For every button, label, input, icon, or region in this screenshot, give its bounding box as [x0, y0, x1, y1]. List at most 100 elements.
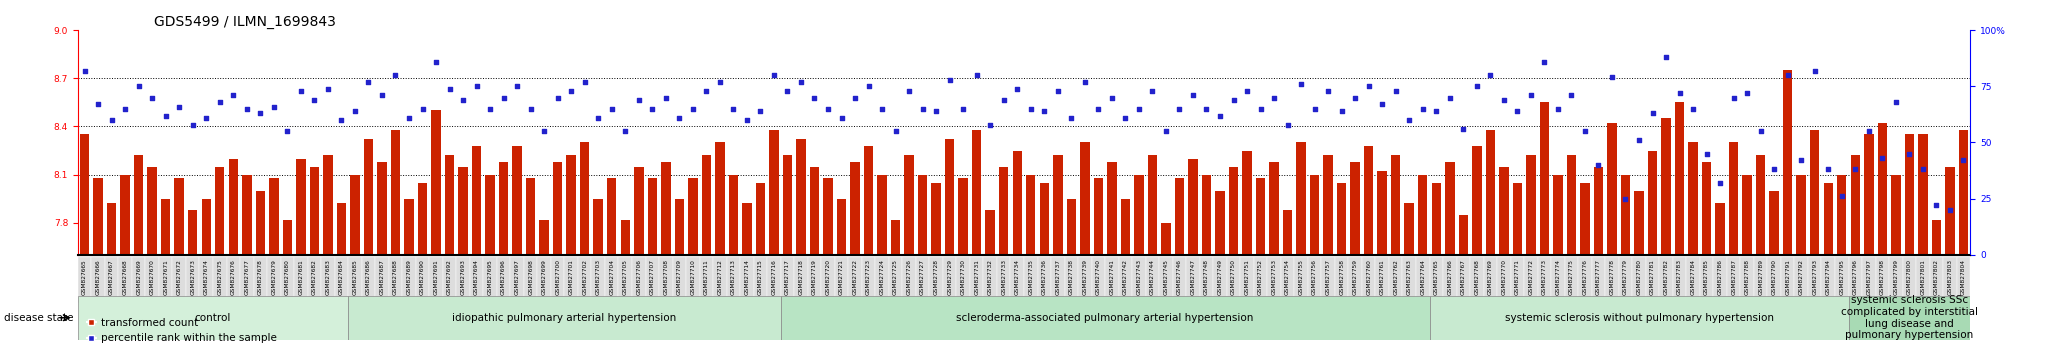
Point	[1487, 97, 1520, 103]
Bar	[322, 257, 334, 303]
Text: GSM827704: GSM827704	[608, 259, 614, 295]
Point	[1122, 106, 1155, 112]
Bar	[662, 162, 670, 255]
Point	[229, 106, 262, 112]
Bar	[307, 257, 322, 303]
Bar	[1849, 296, 1970, 340]
Bar	[1253, 257, 1268, 303]
Text: GSM827755: GSM827755	[1298, 259, 1305, 295]
Bar	[131, 257, 145, 303]
Bar	[1550, 257, 1565, 303]
Bar	[1649, 150, 1657, 255]
Bar	[780, 257, 795, 303]
Bar	[266, 257, 281, 303]
Point	[285, 88, 317, 93]
Point	[1757, 167, 1790, 172]
Bar	[1470, 257, 1483, 303]
Bar	[256, 191, 264, 255]
Point	[758, 72, 791, 78]
Bar	[1552, 175, 1563, 255]
Point	[461, 84, 494, 89]
Text: GSM827736: GSM827736	[1042, 259, 1047, 295]
Text: GSM827795: GSM827795	[1839, 259, 1845, 295]
Text: idiopathic pulmonary arterial hypertension: idiopathic pulmonary arterial hypertensi…	[453, 313, 676, 323]
Point	[487, 95, 520, 100]
Point	[852, 84, 885, 89]
Bar	[647, 178, 657, 255]
Text: GSM827803: GSM827803	[1948, 259, 1952, 295]
Bar	[985, 210, 995, 255]
Bar	[1161, 223, 1171, 255]
Bar	[1200, 257, 1212, 303]
Text: GSM827686: GSM827686	[367, 259, 371, 295]
Bar	[1784, 70, 1792, 255]
Point	[1446, 126, 1479, 132]
Bar	[1268, 257, 1280, 303]
Point	[1257, 95, 1290, 100]
Text: GSM827786: GSM827786	[1718, 259, 1722, 295]
Point	[770, 88, 803, 93]
Bar	[1159, 257, 1174, 303]
Bar	[1769, 191, 1780, 255]
Bar	[633, 257, 645, 303]
Bar	[1270, 162, 1278, 255]
Point	[379, 72, 412, 78]
Text: GSM827678: GSM827678	[258, 259, 262, 295]
Bar	[268, 178, 279, 255]
Bar	[1743, 175, 1751, 255]
Point	[784, 79, 817, 85]
Text: GSM827793: GSM827793	[1812, 259, 1817, 295]
Point	[879, 129, 911, 134]
Text: GSM827706: GSM827706	[637, 259, 641, 295]
Point	[528, 129, 561, 134]
Point	[1677, 106, 1710, 112]
Bar	[1794, 257, 1808, 303]
Bar	[1675, 102, 1683, 255]
Point	[393, 115, 426, 121]
Point	[162, 104, 197, 109]
Point	[1595, 74, 1628, 80]
Text: GSM827702: GSM827702	[582, 259, 588, 295]
Text: scleroderma-associated pulmonary arterial hypertension: scleroderma-associated pulmonary arteria…	[956, 313, 1253, 323]
Point	[1554, 92, 1587, 98]
Point	[1636, 110, 1669, 116]
Bar	[174, 178, 184, 255]
Bar	[1526, 155, 1536, 255]
Point	[608, 129, 641, 134]
Bar	[1634, 191, 1645, 255]
Bar	[754, 257, 768, 303]
Bar	[1176, 178, 1184, 255]
Bar	[930, 257, 942, 303]
Bar	[1227, 257, 1241, 303]
Text: GSM827669: GSM827669	[135, 259, 141, 295]
Text: GSM827745: GSM827745	[1163, 259, 1169, 295]
Point	[893, 88, 926, 93]
Bar	[1702, 162, 1712, 255]
Bar	[201, 199, 211, 255]
Bar	[1796, 175, 1806, 255]
Bar	[768, 257, 780, 303]
Bar	[578, 257, 592, 303]
Text: GSM827675: GSM827675	[217, 259, 223, 295]
Bar	[1118, 257, 1133, 303]
Bar	[104, 257, 119, 303]
Point	[676, 106, 709, 112]
Point	[555, 88, 588, 93]
Bar	[1350, 162, 1360, 255]
Text: GSM827711: GSM827711	[705, 259, 709, 295]
Text: systemic sclerosis without pulmonary hypertension: systemic sclerosis without pulmonary hyp…	[1505, 313, 1774, 323]
Bar	[1931, 219, 1942, 255]
Bar	[770, 130, 778, 255]
Bar	[621, 219, 631, 255]
Bar	[1108, 162, 1116, 255]
Text: systemic sclerosis SSc
complicated by interstitial
lung disease and
pulmonary hy: systemic sclerosis SSc complicated by in…	[1841, 295, 1978, 340]
Bar	[635, 167, 643, 255]
Bar	[389, 257, 401, 303]
Point	[1948, 158, 1980, 163]
Bar	[524, 257, 537, 303]
Point	[1272, 122, 1305, 127]
Bar	[795, 257, 807, 303]
Bar	[119, 257, 131, 303]
Bar	[809, 167, 819, 255]
Bar	[1311, 175, 1319, 255]
